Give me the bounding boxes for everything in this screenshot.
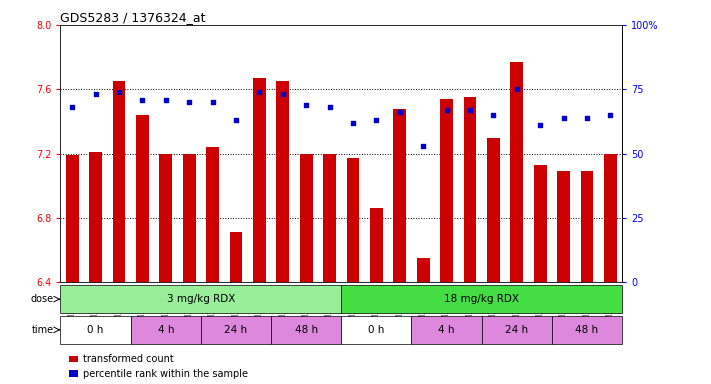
Point [113, 89, 124, 95]
Bar [412, 316, 482, 344]
Text: 0 h: 0 h [87, 325, 104, 335]
Point [370, 117, 382, 123]
Bar [131, 316, 201, 344]
Bar [557, 171, 570, 282]
Text: 3 mg/kg RDX: 3 mg/kg RDX [166, 294, 235, 304]
Point [183, 99, 195, 105]
Point [511, 86, 523, 92]
Bar [534, 165, 547, 282]
Legend: transformed count, percentile rank within the sample: transformed count, percentile rank withi… [65, 351, 252, 383]
Bar [183, 154, 196, 282]
Bar [393, 109, 406, 282]
Point [535, 122, 546, 128]
Bar [510, 62, 523, 282]
Point [137, 96, 148, 103]
Point [558, 114, 570, 121]
Point [301, 102, 312, 108]
Text: 48 h: 48 h [294, 325, 318, 335]
Bar [89, 152, 102, 282]
Bar [417, 258, 429, 282]
Bar [60, 316, 131, 344]
Text: 24 h: 24 h [506, 325, 528, 335]
Bar [201, 316, 271, 344]
Text: 18 mg/kg RDX: 18 mg/kg RDX [444, 294, 519, 304]
Bar [370, 208, 383, 282]
Bar [346, 159, 360, 282]
Bar [487, 137, 500, 282]
Bar [136, 115, 149, 282]
Bar [300, 154, 313, 282]
Point [324, 104, 336, 110]
Point [230, 117, 242, 123]
Bar [552, 316, 622, 344]
Text: 24 h: 24 h [225, 325, 247, 335]
Bar [482, 316, 552, 344]
Point [441, 107, 452, 113]
Text: GDS5283 / 1376324_at: GDS5283 / 1376324_at [60, 11, 206, 24]
Bar [604, 154, 617, 282]
Bar [341, 285, 622, 313]
Text: dose: dose [31, 294, 53, 304]
Text: 0 h: 0 h [368, 325, 385, 335]
Bar [230, 232, 242, 282]
Text: 4 h: 4 h [439, 325, 455, 335]
Bar [277, 81, 289, 282]
Point [254, 89, 265, 95]
Text: time: time [31, 325, 53, 335]
Point [90, 91, 101, 98]
Point [347, 120, 358, 126]
Bar [440, 99, 453, 282]
Bar [253, 78, 266, 282]
Bar [341, 316, 412, 344]
Bar [60, 285, 341, 313]
Bar [159, 154, 172, 282]
Point [417, 143, 429, 149]
Bar [581, 171, 594, 282]
Bar [323, 154, 336, 282]
Bar [206, 147, 219, 282]
Bar [112, 81, 125, 282]
Text: 48 h: 48 h [575, 325, 599, 335]
Point [488, 112, 499, 118]
Bar [271, 316, 341, 344]
Text: 4 h: 4 h [158, 325, 174, 335]
Bar [65, 155, 79, 282]
Point [160, 96, 171, 103]
Point [605, 112, 616, 118]
Bar [464, 97, 476, 282]
Point [464, 107, 476, 113]
Point [394, 109, 405, 116]
Point [277, 91, 289, 98]
Point [66, 104, 77, 110]
Point [582, 114, 593, 121]
Point [207, 99, 218, 105]
